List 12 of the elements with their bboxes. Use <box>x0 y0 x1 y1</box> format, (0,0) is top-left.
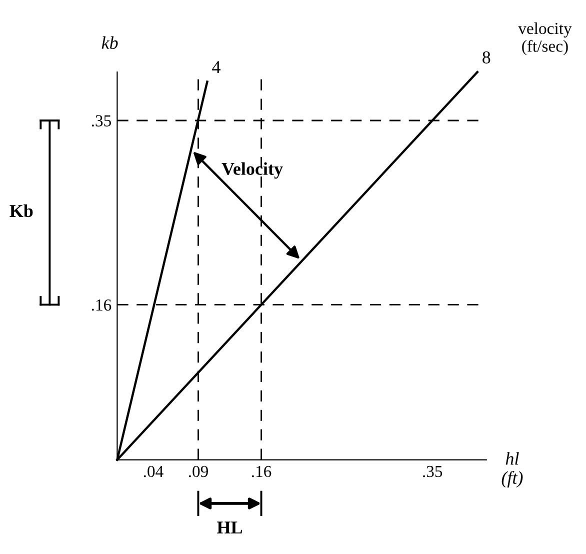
series-label: 4 <box>212 61 220 74</box>
text: Kb <box>10 204 33 218</box>
y-axis-title: kb <box>102 36 118 49</box>
x-tick-label: .09 <box>188 466 208 478</box>
text: velocity (ft/sec) <box>518 22 572 56</box>
series-label: 8 <box>482 51 490 64</box>
x-axis-title: hl (ft) <box>502 452 523 488</box>
annotation: Velocity <box>222 162 283 179</box>
x-tick-label: .35 <box>423 466 442 478</box>
text: HL <box>217 522 242 534</box>
x-tick-label: .04 <box>144 466 164 478</box>
x-tick-label: .16 <box>252 466 272 478</box>
